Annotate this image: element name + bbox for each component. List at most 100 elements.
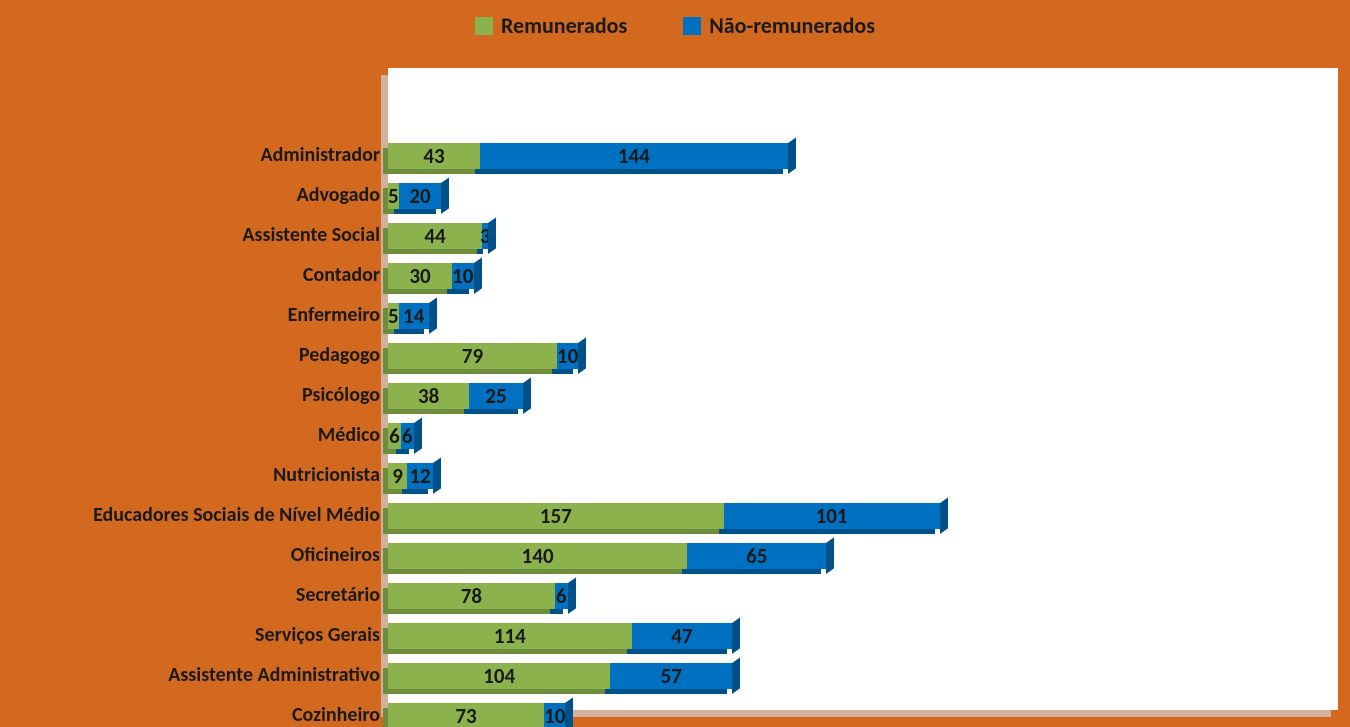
- plot-area: 4314452044330105147910382566912157101140…: [388, 68, 1338, 710]
- bar-value: 12: [409, 463, 430, 489]
- bar-3d-endcap: [565, 697, 573, 727]
- category-label: Administrador: [260, 143, 380, 167]
- bar-segment-remunerados: 140: [388, 543, 687, 569]
- bar-segment-remunerados: 44: [388, 223, 482, 249]
- bar-3d-endcap: [568, 577, 576, 614]
- bar-segment-remunerados: 43: [388, 143, 480, 169]
- category-label: Cozinheiro: [292, 703, 380, 727]
- bar-value: 104: [483, 663, 515, 689]
- legend-swatch: [475, 17, 493, 35]
- bar-value: 144: [618, 143, 650, 169]
- category-label: Enfermeiro: [288, 303, 380, 327]
- bar-segment-nao-remunerados: 20: [399, 183, 442, 209]
- bar-value: 140: [522, 543, 554, 569]
- category-label: Educadores Sociais de Nível Médio: [93, 503, 380, 527]
- bar: 140 65: [388, 543, 826, 569]
- bar-segment-nao-remunerados: 47: [632, 623, 732, 649]
- bar-value: 47: [671, 623, 692, 649]
- bar-value: 5: [388, 303, 399, 329]
- bar-segment-nao-remunerados: 10: [452, 263, 473, 289]
- bar-segment-remunerados: 9: [388, 463, 407, 489]
- bar-value: 114: [494, 623, 526, 649]
- bar-value: 38: [418, 383, 439, 409]
- bar-3d-endcap: [488, 217, 496, 254]
- bar-value: 6: [389, 423, 400, 449]
- bar-3d-endcap: [429, 297, 437, 334]
- y-axis-labels: Administrador Advogado Assistente Social Co…: [0, 68, 380, 710]
- bar-segment-remunerados: 30: [388, 263, 452, 289]
- bar-3d-endcap: [523, 377, 531, 414]
- category-label: Advogado: [297, 183, 380, 207]
- legend: Remunerados Não-remunerados: [0, 12, 1350, 41]
- category-label: Assistente Social: [242, 223, 380, 247]
- bar-segment-remunerados: 6: [388, 423, 401, 449]
- bar: 114 47: [388, 623, 732, 649]
- bar-segment-nao-remunerados: 25: [469, 383, 522, 409]
- bar-value: 20: [409, 183, 430, 209]
- bar: 38 25: [388, 383, 523, 409]
- bar-3d-endcap: [788, 137, 796, 174]
- legend-label: Remunerados: [501, 12, 627, 39]
- bar-segment-remunerados: 79: [388, 343, 557, 369]
- bar-value: 6: [556, 583, 567, 609]
- bar-segment-remunerados: 38: [388, 383, 469, 409]
- category-label: Secretário: [296, 583, 380, 607]
- category-label: Contador: [303, 263, 380, 287]
- bar-3d-endcap: [732, 657, 740, 694]
- bar-value: 6: [402, 423, 413, 449]
- bar-segment-nao-remunerados: 65: [687, 543, 826, 569]
- bar: 514: [388, 303, 429, 329]
- bar: 66: [388, 423, 414, 449]
- bar-value: 65: [746, 543, 767, 569]
- bar-value: 101: [816, 503, 848, 529]
- bar-segment-remunerados: 157: [388, 503, 724, 529]
- bar-segment-nao-remunerados: 144: [480, 143, 788, 169]
- bar-segment-nao-remunerados: 6: [555, 583, 568, 609]
- bar-value: 43: [423, 143, 444, 169]
- bar: 443: [388, 223, 488, 249]
- bar: 43 144: [388, 143, 788, 169]
- bar-value: 79: [462, 343, 483, 369]
- bar-value: 73: [455, 703, 476, 727]
- bar-segment-remunerados: 73: [388, 703, 544, 727]
- bar: 5 20: [388, 183, 441, 209]
- bar-3d-endcap: [441, 177, 449, 214]
- bar-value: 10: [544, 703, 565, 727]
- category-label: Oficineiros: [291, 543, 380, 567]
- bar-segment-nao-remunerados: 10: [544, 703, 565, 727]
- bar-3d-endcap: [474, 257, 482, 294]
- bar-3d-endcap: [414, 417, 422, 454]
- bar-3d-endcap: [433, 457, 441, 494]
- bar-segment-remunerados: 114: [388, 623, 632, 649]
- bar-value: 10: [557, 343, 578, 369]
- legend-item: Remunerados: [475, 12, 627, 39]
- bar: 78 6: [388, 583, 568, 609]
- legend-swatch: [683, 17, 701, 35]
- bar-value: 14: [403, 303, 424, 329]
- bar-segment-remunerados: 104: [388, 663, 610, 689]
- bar: 157 101: [388, 503, 940, 529]
- bar: 79 10: [388, 343, 578, 369]
- category-label: Nutricionista: [273, 463, 380, 487]
- bar-segment-remunerados: 78: [388, 583, 555, 609]
- bar: 104 57: [388, 663, 732, 689]
- bar-segment-nao-remunerados: 101: [724, 503, 940, 529]
- bar-3d-endcap: [578, 337, 586, 374]
- bar-value: 57: [661, 663, 682, 689]
- bar-segment-remunerados: 5: [388, 183, 399, 209]
- category-label: Assistente Administrativo: [168, 663, 380, 687]
- bar: 73 10: [388, 703, 565, 727]
- bar: 3010: [388, 263, 474, 289]
- bar-value: 10: [452, 263, 473, 289]
- bar-value: 157: [540, 503, 572, 529]
- legend-item: Não-remunerados: [683, 12, 875, 39]
- bar: 912: [388, 463, 433, 489]
- bar-segment-nao-remunerados: 14: [399, 303, 429, 329]
- category-label: Serviços Gerais: [255, 623, 380, 647]
- bar-3d-endcap: [940, 497, 948, 534]
- chart-canvas: Remunerados Não-remunerados 43 144 5 20 443 30…: [0, 0, 1350, 727]
- bar-segment-remunerados: 5: [388, 303, 399, 329]
- bar-segment-nao-remunerados: 57: [610, 663, 732, 689]
- bar-value: 78: [461, 583, 482, 609]
- legend-label: Não-remunerados: [709, 12, 875, 39]
